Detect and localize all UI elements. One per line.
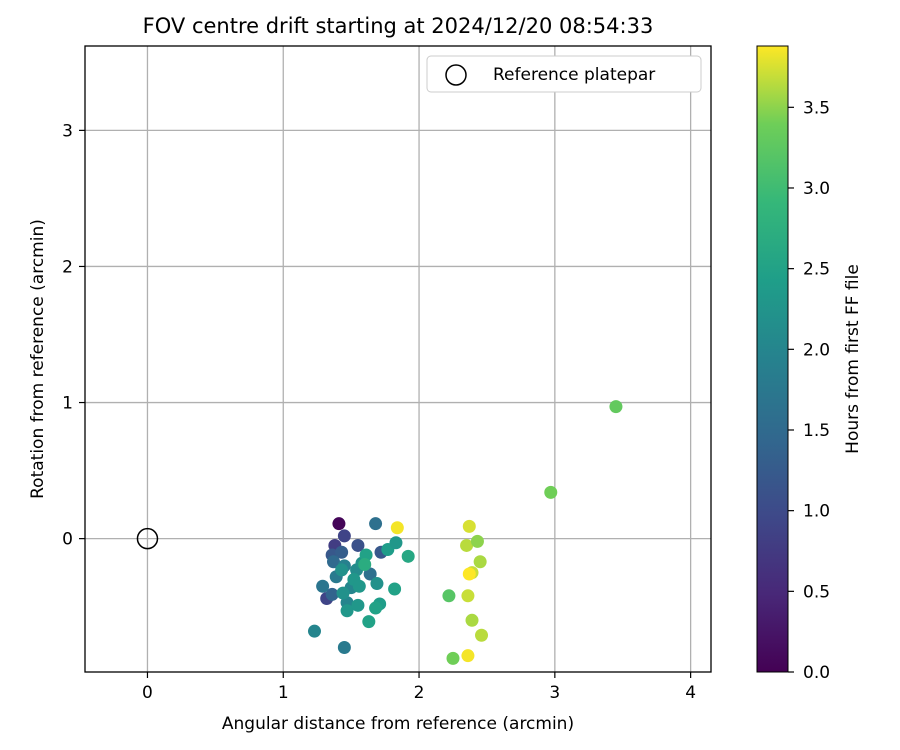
legend-marker-reference — [445, 64, 467, 86]
scatter-point — [470, 534, 484, 548]
scatter-point — [461, 649, 475, 663]
colorbar-ticks: 0.0 0.5 1.0 1.5 2.0 2.5 3.0 3.5 — [788, 98, 830, 683]
legend-box — [426, 55, 702, 93]
colorbar-tick-label: 1.0 — [803, 502, 830, 522]
scatter-point — [363, 567, 377, 581]
scatter-point — [352, 579, 366, 593]
x-tick-label: 3 — [549, 683, 560, 703]
scatter-point — [388, 582, 402, 596]
scatter-point — [369, 601, 383, 615]
scatter-point — [325, 587, 339, 601]
scatter-point — [465, 613, 479, 627]
y-tick-label: 2 — [62, 257, 73, 277]
y-tick-label: 1 — [62, 394, 73, 414]
colorbar-tick-label: 2.0 — [803, 340, 830, 360]
colorbar-tick-label: 3.5 — [803, 98, 830, 118]
x-tick-label: 1 — [278, 683, 289, 703]
scatter-point — [336, 586, 350, 600]
chart-title: FOV centre drift starting at 2024/12/20 … — [143, 14, 654, 38]
scatter-point — [462, 567, 476, 581]
scatter-point — [335, 545, 349, 559]
y-axis-ticks: 0 1 2 3 — [62, 121, 85, 550]
colorbar-label: Hours from first FF file — [843, 264, 863, 454]
scatter-point — [609, 400, 623, 414]
scatter-point — [340, 604, 354, 618]
scatter-point — [401, 549, 415, 563]
scatter-point — [362, 615, 376, 629]
legend: Reference platepar — [426, 55, 702, 93]
plot-frame — [84, 45, 712, 673]
scatter-point — [332, 517, 346, 531]
scatter-point — [442, 589, 456, 603]
scatter-point — [326, 555, 340, 569]
scatter-point — [473, 555, 487, 569]
legend-label-reference: Reference platepar — [493, 65, 655, 85]
scatter-point — [475, 628, 489, 642]
y-tick-label: 0 — [62, 530, 73, 550]
scatter-point — [461, 589, 475, 603]
scatter-point — [307, 624, 321, 638]
colorbar-tick-label: 1.5 — [803, 421, 830, 441]
y-axis-label: Rotation from reference (arcmin) — [28, 219, 48, 499]
scatter-point — [544, 485, 558, 499]
colorbar — [756, 45, 789, 673]
x-axis-ticks: 0 1 2 3 4 — [142, 672, 696, 703]
colorbar-tick-label: 0.5 — [803, 582, 830, 602]
scatter-point — [351, 538, 365, 552]
reference-marker — [136, 527, 159, 550]
data-points — [136, 400, 623, 665]
scatter-point — [359, 548, 373, 562]
scatter-point — [337, 641, 351, 655]
scatter-point — [351, 598, 365, 612]
scatter-point — [337, 529, 351, 543]
scatter-point — [460, 538, 474, 552]
x-tick-label: 4 — [685, 683, 696, 703]
scatter-point — [390, 521, 404, 535]
colorbar-tick-label: 3.0 — [803, 179, 830, 199]
scatter-point — [316, 579, 330, 593]
colorbar-tick-label: 2.5 — [803, 260, 830, 280]
scatter-point — [335, 563, 349, 577]
scatter-point — [389, 536, 403, 550]
scatter-point — [358, 557, 372, 571]
scatter-point — [446, 651, 460, 665]
x-axis-label: Angular distance from reference (arcmin) — [222, 714, 574, 734]
colorbar-tick-label: 0.0 — [803, 663, 830, 683]
scatter-point — [369, 517, 383, 531]
x-tick-label: 2 — [414, 683, 425, 703]
y-tick-label: 3 — [62, 121, 73, 141]
scatter-point — [370, 577, 384, 591]
scatter-point — [462, 519, 476, 533]
x-tick-label: 0 — [142, 683, 153, 703]
